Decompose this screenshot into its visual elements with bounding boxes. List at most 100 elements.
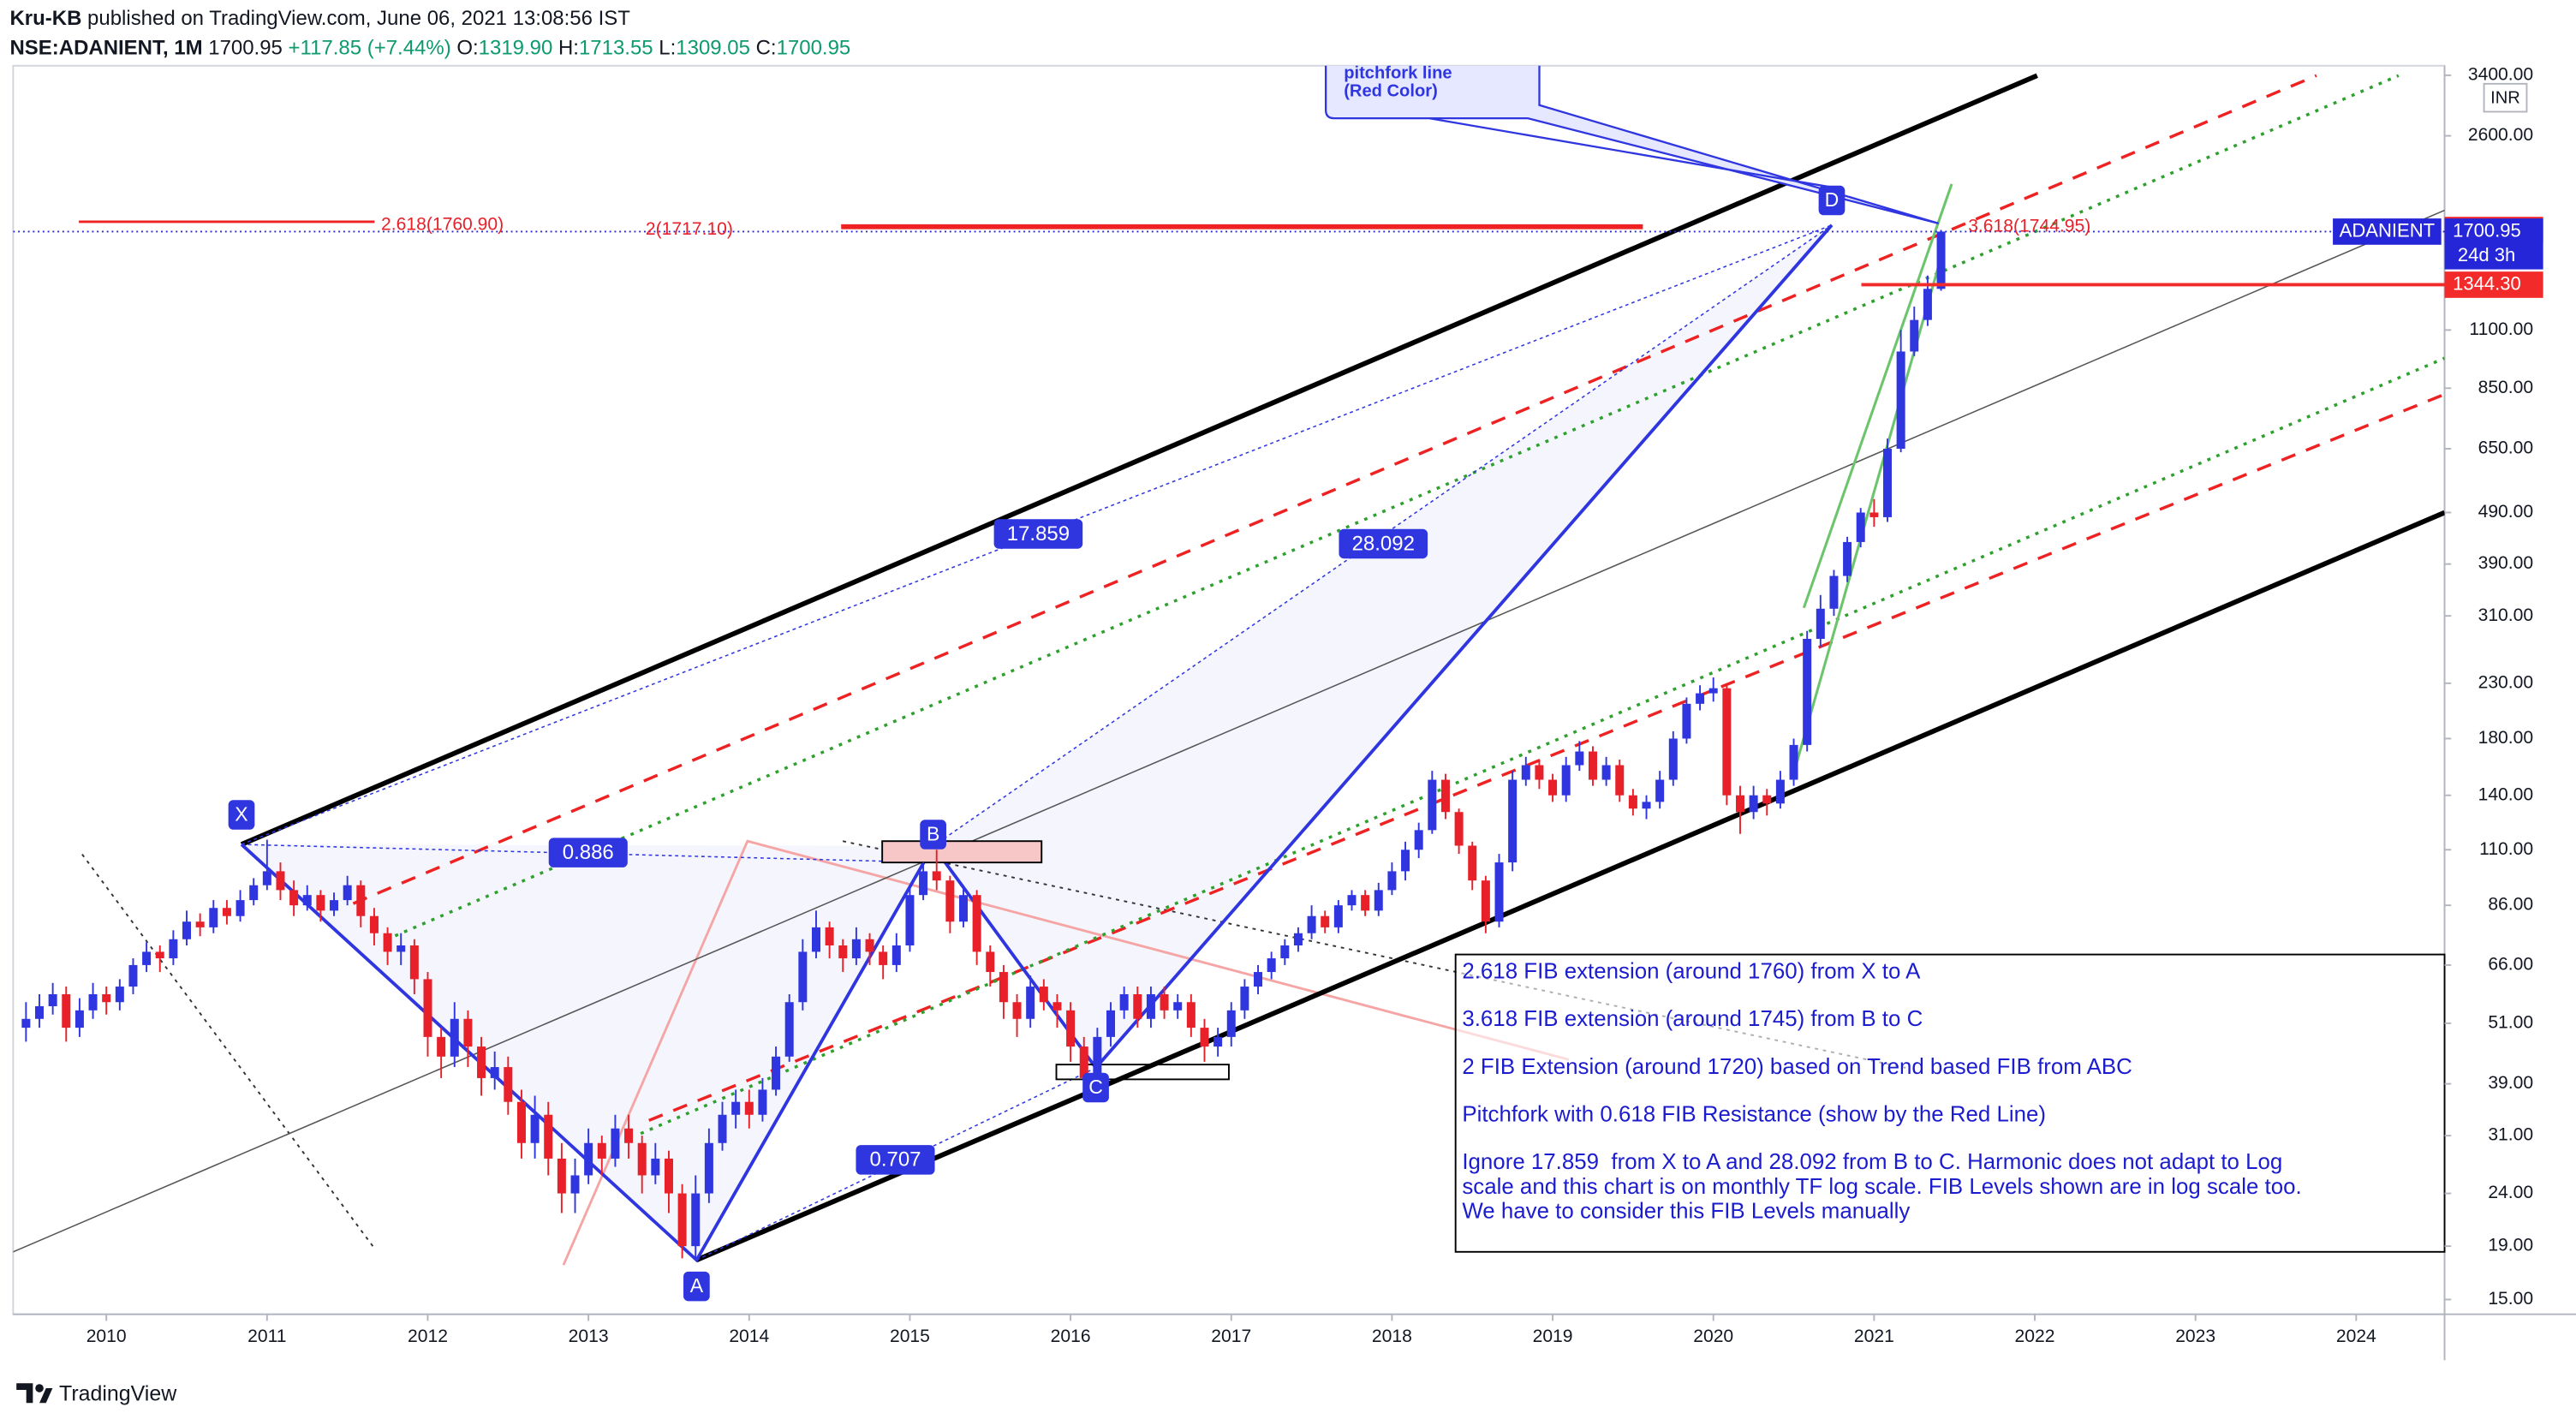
symbol: NSE:ADANIENT, 1M <box>10 37 203 60</box>
candle-body <box>1414 830 1423 850</box>
candle-body <box>1307 915 1316 933</box>
candle-body <box>784 1002 794 1057</box>
candle-body <box>811 927 820 952</box>
change: +117.85 (+7.44%) <box>289 37 451 60</box>
candle-body <box>1869 512 1879 517</box>
candle-body <box>356 885 366 916</box>
candle-body <box>1106 1010 1116 1037</box>
candle-body <box>932 871 941 881</box>
x-tick-label: 2024 <box>2336 1327 2376 1346</box>
candle-body <box>879 951 888 965</box>
candle-body <box>1735 795 1744 813</box>
candle-body <box>919 871 928 896</box>
candle-body <box>731 1101 741 1115</box>
candle-body <box>530 1114 540 1143</box>
point-box <box>1082 1072 1109 1103</box>
candle-body <box>504 1067 513 1102</box>
pitchfork-median <box>13 209 2445 1253</box>
candle-body <box>958 895 969 922</box>
zone-box <box>881 840 1043 864</box>
ratio-box <box>548 838 628 868</box>
y-tick-label: 66.00 <box>2488 955 2533 975</box>
pitchfork-red-line <box>648 392 2445 1122</box>
candle-body <box>1628 795 1637 809</box>
candle-body <box>1267 958 1276 973</box>
y-tick-label: 2600.00 <box>2468 125 2533 145</box>
candle-body <box>236 900 245 916</box>
ohlc-key: L: <box>659 37 676 60</box>
x-tick-label: 2012 <box>408 1327 448 1346</box>
x-tick-label: 2021 <box>1854 1327 1894 1346</box>
point-box <box>228 800 255 830</box>
y-tick-label: 140.00 <box>2478 784 2534 804</box>
candle-body <box>1722 688 1732 796</box>
y-tick-label: 650.00 <box>2478 438 2534 458</box>
point-label: C <box>1088 1076 1103 1098</box>
ohlc-value: 1700.95 <box>777 37 851 60</box>
candle-body <box>637 1142 647 1176</box>
candle-body <box>369 915 379 933</box>
point-label: B <box>927 823 939 845</box>
candle-body <box>1440 779 1450 813</box>
price-label-box <box>2444 271 2543 298</box>
zone-box <box>1055 1064 1230 1081</box>
candle-body <box>1561 765 1571 796</box>
candle-body <box>1039 987 1048 1003</box>
callout-pointer <box>1428 116 1833 188</box>
candle-body <box>490 1067 499 1078</box>
x-tick-label: 2016 <box>1051 1327 1091 1346</box>
candle-body <box>704 1142 713 1194</box>
candle-body <box>1133 993 1142 1019</box>
callout-text: pitchfork line <box>1344 64 1452 83</box>
candle-body <box>825 927 834 945</box>
annotation-labels: 2.618(1760.90) 2(1717.10) 3.618(1744.95)… <box>228 185 2446 1302</box>
price-label-box <box>2444 218 2543 270</box>
candle-body <box>1655 779 1665 802</box>
candle-body <box>1146 993 1155 1019</box>
fib-trend-line <box>562 839 1570 1266</box>
header: Kru-KB published on TradingView.com, Jun… <box>10 7 631 30</box>
candle-body <box>677 1193 687 1247</box>
candle-body <box>1642 802 1651 809</box>
candle-body <box>597 1142 606 1159</box>
y-tick-label: 850.00 <box>2478 378 2534 397</box>
candle-body <box>1910 319 1919 352</box>
candle-body <box>88 993 98 1011</box>
candle-body <box>838 945 848 959</box>
candle-body <box>316 895 325 911</box>
candle-body <box>891 945 901 965</box>
candle-body <box>182 921 192 939</box>
candle-body <box>343 885 352 901</box>
candle-body <box>1454 812 1464 846</box>
candle-body <box>62 993 71 1029</box>
candle-body <box>1333 905 1343 927</box>
candle-body <box>1347 895 1357 906</box>
x-tick-label: 2013 <box>569 1327 609 1346</box>
ratio-box <box>856 1145 935 1175</box>
y-tick-label: 230.00 <box>2478 672 2534 692</box>
candle-body <box>1601 765 1611 780</box>
x-tick-label: 2011 <box>247 1327 286 1346</box>
ratio-label: 17.859 <box>1007 522 1070 546</box>
candle-body <box>851 939 861 959</box>
drawings: pitchfork line (Red Color) <box>13 64 2445 1266</box>
candle-body <box>1521 765 1530 780</box>
countdown: 24d 3h <box>2458 244 2515 265</box>
note-line: scale and this chart is on monthly TF lo… <box>1462 1175 2301 1199</box>
candle-body <box>1026 987 1035 1019</box>
ohlc-key: O: <box>456 37 478 60</box>
candle-body <box>397 945 406 952</box>
candle-body <box>276 871 285 891</box>
y-tick-label: 110.00 <box>2479 839 2533 859</box>
candle-body <box>1119 993 1129 1011</box>
candle-body <box>905 895 915 945</box>
pitchfork-green-line <box>385 74 2400 941</box>
candle-body <box>21 1018 31 1029</box>
candle-body <box>1696 693 1705 704</box>
candle-body <box>570 1175 580 1194</box>
y-tick-label: 86.00 <box>2488 895 2533 915</box>
candle-body <box>544 1114 553 1159</box>
candle-body <box>155 951 164 959</box>
point-box <box>1818 185 1846 216</box>
candle-body <box>34 1005 45 1019</box>
